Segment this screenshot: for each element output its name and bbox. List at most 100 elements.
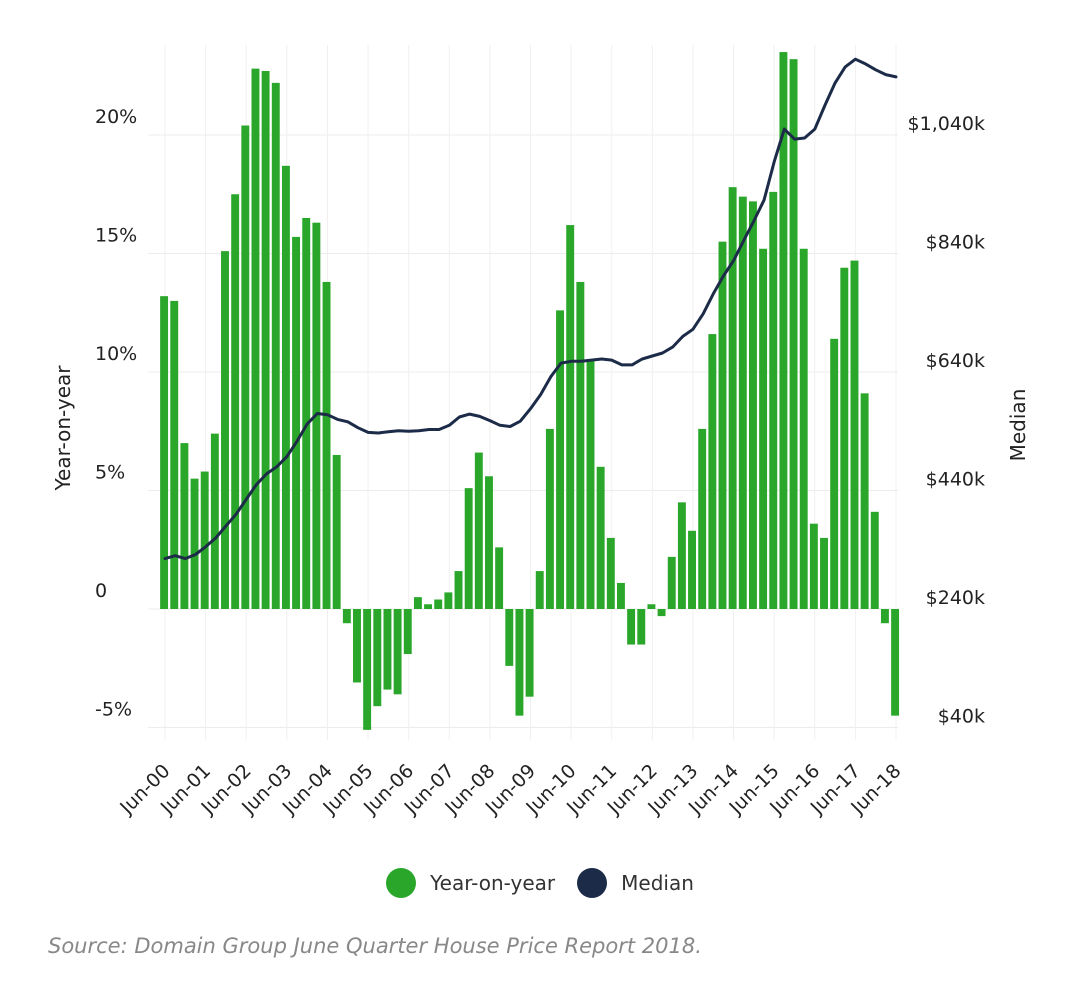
source-caption: Source: Domain Group June Quarter House … bbox=[48, 934, 702, 958]
bar-year-on-year bbox=[373, 609, 382, 707]
bar-year-on-year bbox=[190, 478, 199, 609]
legend: Year-on-year Median bbox=[0, 868, 1080, 898]
right-tick-label: $840k bbox=[926, 232, 985, 254]
bar-year-on-year bbox=[779, 52, 788, 610]
left-tick-label: 15% bbox=[95, 225, 137, 247]
bar-year-on-year bbox=[292, 236, 301, 609]
bar-year-on-year bbox=[302, 217, 311, 609]
bar-year-on-year bbox=[424, 604, 433, 609]
bar-year-on-year bbox=[383, 609, 392, 690]
x-axis-ticks: Jun-00Jun-01Jun-02Jun-03Jun-04Jun-05Jun-… bbox=[115, 760, 905, 819]
bar-year-on-year bbox=[627, 609, 636, 645]
left-tick-label: 0 bbox=[95, 580, 107, 602]
bar-year-on-year bbox=[799, 248, 808, 609]
bar-year-on-year bbox=[251, 68, 260, 609]
bar-year-on-year bbox=[495, 547, 504, 609]
bar-year-on-year bbox=[505, 609, 514, 666]
bar-year-on-year bbox=[738, 196, 747, 609]
bar-year-on-year bbox=[789, 59, 798, 610]
left-tick-label: 10% bbox=[95, 343, 137, 365]
bar-year-on-year bbox=[850, 260, 859, 609]
bar-year-on-year bbox=[667, 556, 676, 609]
bar-year-on-year bbox=[728, 187, 737, 609]
legend-swatch-year-on-year bbox=[386, 868, 417, 898]
bar-series-year-on-year bbox=[160, 52, 900, 730]
bar-year-on-year bbox=[403, 609, 412, 655]
bar-year-on-year bbox=[210, 433, 219, 609]
gridlines bbox=[148, 45, 898, 740]
bar-year-on-year bbox=[870, 511, 879, 609]
right-tick-label: $1,040k bbox=[908, 113, 985, 135]
bar-year-on-year bbox=[485, 476, 493, 609]
bar-year-on-year bbox=[566, 225, 575, 609]
bar-year-on-year bbox=[231, 194, 240, 609]
legend-label-year-on-year: Year-on-year bbox=[430, 871, 556, 895]
bar-year-on-year bbox=[353, 609, 361, 683]
bar-year-on-year bbox=[454, 571, 463, 609]
bar-year-on-year bbox=[160, 296, 169, 609]
left-tick-label: 20% bbox=[95, 106, 137, 128]
left-axis-ticks: 20% 15% 10% 5% 0 -5% bbox=[95, 106, 137, 721]
bar-year-on-year bbox=[413, 597, 422, 609]
bar-year-on-year bbox=[677, 502, 686, 609]
bar-year-on-year bbox=[880, 609, 889, 624]
bar-year-on-year bbox=[556, 310, 565, 609]
bar-year-on-year bbox=[698, 428, 707, 609]
bar-year-on-year bbox=[180, 443, 189, 609]
bar-year-on-year bbox=[606, 537, 615, 609]
bar-year-on-year bbox=[586, 360, 595, 609]
bar-year-on-year bbox=[393, 609, 402, 695]
bar-year-on-year bbox=[434, 599, 443, 609]
bar-year-on-year bbox=[860, 393, 869, 609]
line-median bbox=[163, 57, 898, 561]
left-tick-label: 5% bbox=[95, 462, 125, 484]
bar-year-on-year bbox=[718, 241, 727, 609]
bar-year-on-year bbox=[891, 609, 900, 716]
bar-year-on-year bbox=[281, 165, 290, 609]
bar-year-on-year bbox=[830, 338, 839, 609]
legend-label-median: Median bbox=[621, 871, 694, 895]
bar-year-on-year bbox=[525, 609, 534, 697]
bar-year-on-year bbox=[647, 604, 656, 609]
bar-year-on-year bbox=[444, 592, 453, 609]
bar-year-on-year bbox=[840, 267, 849, 609]
right-tick-label: $40k bbox=[938, 706, 985, 728]
bar-year-on-year bbox=[261, 71, 270, 609]
bar-year-on-year bbox=[708, 334, 717, 609]
bar-year-on-year bbox=[322, 281, 331, 609]
bar-year-on-year bbox=[769, 191, 778, 609]
legend-swatch-median bbox=[577, 868, 608, 898]
left-tick-label: -5% bbox=[95, 699, 132, 721]
legend-item-median[interactable]: Median bbox=[577, 868, 694, 898]
bar-year-on-year bbox=[748, 201, 757, 610]
bar-year-on-year bbox=[576, 281, 585, 609]
bar-year-on-year bbox=[342, 609, 351, 624]
chart: 20% 15% 10% 5% 0 -5% $1,040k $840k $640k $440k $2… bbox=[51, 45, 1030, 819]
bar-year-on-year bbox=[637, 609, 646, 645]
bar-year-on-year bbox=[759, 248, 768, 609]
right-tick-label: $640k bbox=[926, 350, 985, 372]
right-tick-label: $240k bbox=[926, 587, 985, 609]
bar-year-on-year bbox=[809, 523, 818, 609]
bar-year-on-year bbox=[617, 582, 625, 609]
bar-year-on-year bbox=[332, 454, 341, 609]
bar-year-on-year bbox=[170, 300, 179, 609]
bar-year-on-year bbox=[688, 530, 696, 609]
bar-year-on-year bbox=[820, 537, 828, 609]
bar-year-on-year bbox=[515, 609, 524, 716]
bar-year-on-year bbox=[363, 609, 372, 730]
left-axis-title: Year-on-year bbox=[51, 365, 75, 492]
right-tick-label: $440k bbox=[926, 469, 985, 491]
bar-year-on-year bbox=[535, 571, 544, 609]
right-axis-title: Median bbox=[1006, 389, 1030, 462]
bar-year-on-year bbox=[657, 609, 666, 617]
line-series-median bbox=[163, 57, 898, 561]
bar-year-on-year bbox=[241, 125, 250, 610]
bar-year-on-year bbox=[545, 428, 554, 609]
bar-year-on-year bbox=[464, 488, 473, 609]
bar-year-on-year bbox=[271, 82, 280, 610]
bar-year-on-year bbox=[200, 471, 209, 609]
right-axis-ticks: $1,040k $840k $640k $440k $240k $40k bbox=[908, 113, 985, 728]
legend-item-year-on-year[interactable]: Year-on-year bbox=[386, 868, 555, 898]
bar-year-on-year bbox=[596, 466, 605, 609]
